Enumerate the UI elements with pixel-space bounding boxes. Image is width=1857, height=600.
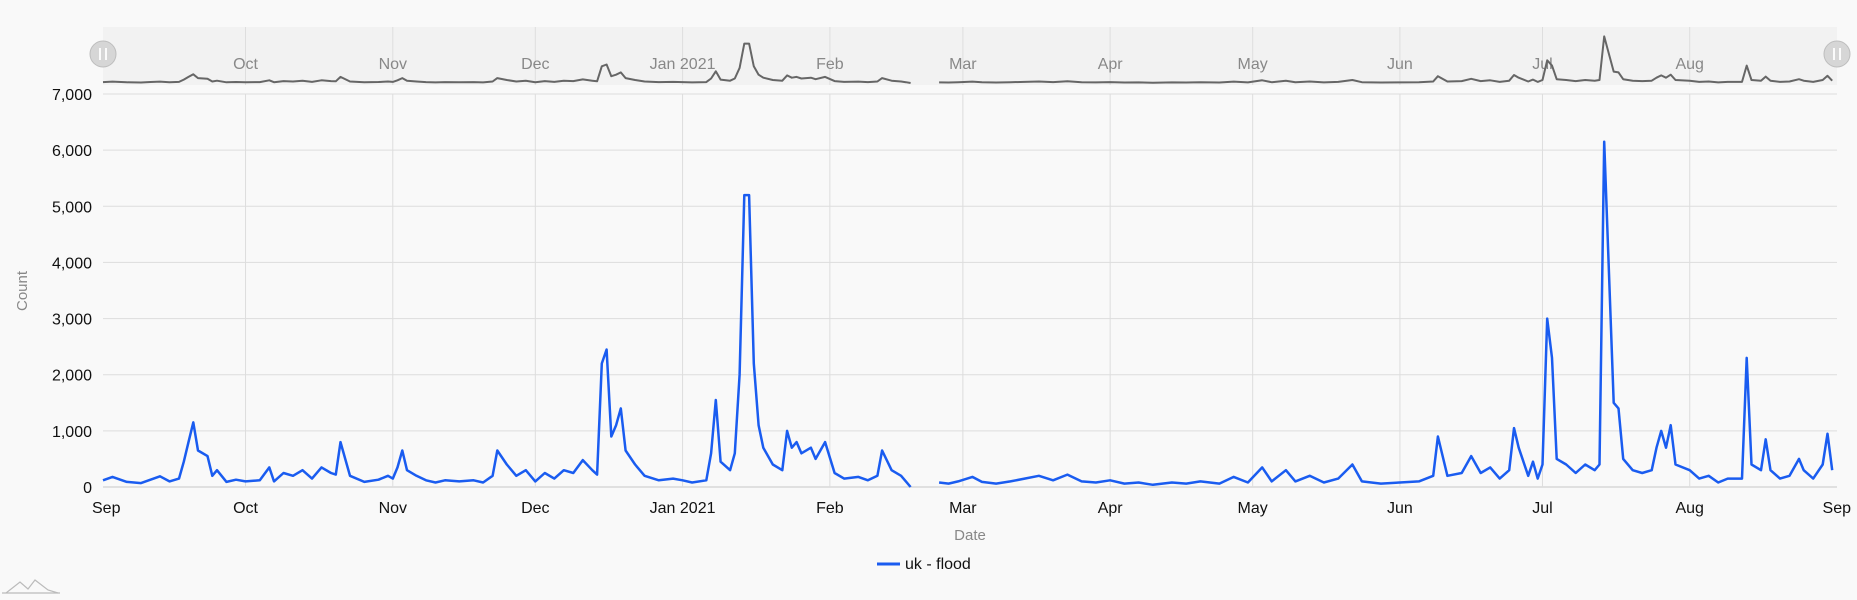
y-tick-label: 7,000 bbox=[52, 87, 92, 104]
y-tick-label: 2,000 bbox=[52, 368, 92, 385]
navigator-label: Mar bbox=[949, 56, 977, 73]
navigator-left-handle[interactable] bbox=[89, 40, 117, 68]
y-axis-tick-labels: 0 1,000 2,000 3,000 4,000 5,000 6,000 7,000 bbox=[52, 87, 92, 497]
navigator-label: May bbox=[1238, 56, 1268, 73]
navigator-series-line bbox=[939, 35, 1833, 84]
legend-label-uk-flood: uk - flood bbox=[905, 556, 971, 573]
vertical-gridlines bbox=[245, 94, 1691, 487]
y-tick-label: 5,000 bbox=[52, 199, 92, 216]
x-tick-label: Dec bbox=[521, 500, 549, 517]
y-axis-title: Count bbox=[14, 270, 31, 311]
navigator-series bbox=[102, 35, 1833, 84]
series-line-uk-flood[interactable] bbox=[102, 193, 912, 488]
navigator-label: Feb bbox=[816, 56, 844, 73]
navigator-label: Jul bbox=[1532, 56, 1552, 73]
x-tick-label: Feb bbox=[816, 500, 844, 517]
x-tick-label: Apr bbox=[1098, 500, 1124, 517]
navigator-labels: Oct Nov Dec Jan 2021 Feb Mar Apr May Jun Jul Aug bbox=[233, 56, 1704, 73]
navigator-right-handle[interactable] bbox=[1823, 40, 1851, 68]
navigator-label: Jan 2021 bbox=[650, 56, 716, 73]
navigator-label: Apr bbox=[1098, 56, 1124, 73]
mountains-icon bbox=[2, 579, 60, 594]
legend[interactable]: uk - flood bbox=[877, 556, 971, 573]
x-axis-title: Date bbox=[954, 527, 986, 544]
y-tick-label: 4,000 bbox=[52, 255, 92, 272]
navigator-label: Jun bbox=[1387, 56, 1413, 73]
y-tick-label: 0 bbox=[83, 480, 92, 497]
x-axis-tick-labels: Sep Oct Nov Dec Jan 2021 Feb Mar Apr May Jun Jul Au… bbox=[92, 500, 1851, 517]
x-tick-label: Oct bbox=[233, 500, 258, 517]
x-tick-label: Jun bbox=[1387, 500, 1413, 517]
x-tick-label: Sep bbox=[1823, 500, 1852, 517]
series-lines bbox=[102, 140, 1834, 488]
navigator-label: Aug bbox=[1675, 56, 1703, 73]
grip-lines-icon bbox=[1833, 48, 1841, 60]
navigator-background bbox=[103, 27, 1837, 85]
x-tick-label: May bbox=[1238, 500, 1268, 517]
series-line-uk-flood[interactable] bbox=[938, 140, 1834, 487]
navigator-grid bbox=[245, 27, 1691, 85]
horizontal-gridlines bbox=[103, 93, 1837, 488]
x-tick-label: Nov bbox=[379, 500, 407, 517]
y-tick-label: 3,000 bbox=[52, 312, 92, 329]
x-tick-label: Jan 2021 bbox=[650, 500, 716, 517]
y-tick-label: 6,000 bbox=[52, 143, 92, 160]
x-tick-label: Jul bbox=[1532, 500, 1552, 517]
navigator-label: Dec bbox=[521, 56, 549, 73]
y-tick-label: 1,000 bbox=[52, 424, 92, 441]
grip-lines-icon bbox=[99, 48, 107, 60]
x-tick-label: Sep bbox=[92, 500, 121, 517]
navigator-series-line bbox=[102, 42, 911, 84]
x-tick-label: Aug bbox=[1675, 500, 1703, 517]
navigator[interactable]: Oct Nov Dec Jan 2021 Feb Mar Apr May Jun Jul Aug bbox=[89, 27, 1851, 85]
plot-area: 0 1,000 2,000 3,000 4,000 5,000 6,000 7,000 Sep… bbox=[52, 87, 1851, 517]
navigator-label: Oct bbox=[233, 56, 258, 73]
navigator-label: Nov bbox=[379, 56, 407, 73]
x-tick-label: Mar bbox=[949, 500, 977, 517]
